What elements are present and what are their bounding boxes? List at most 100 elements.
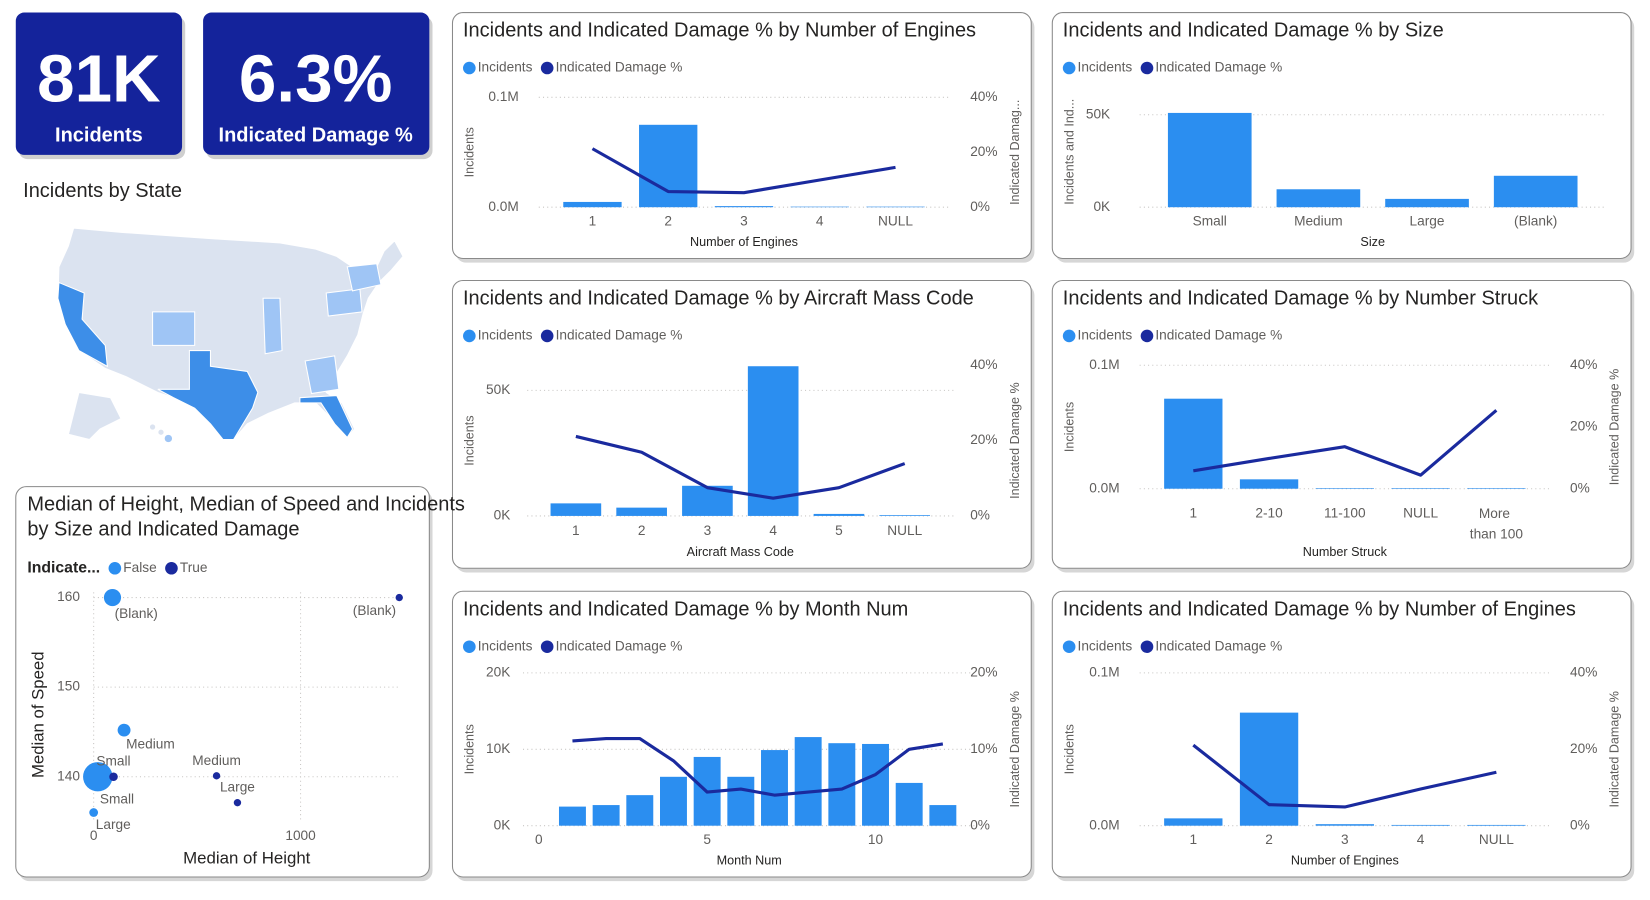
legend-label: Indicated Damage % — [556, 638, 683, 653]
legend-label: Incidents — [478, 638, 533, 653]
data-label: Large — [220, 780, 255, 795]
kpi-card — [15, 12, 183, 155]
map-region — [346, 263, 382, 292]
x-tick-label: NULL — [878, 213, 913, 228]
axis-title: Incidents — [463, 127, 477, 177]
bubble — [233, 799, 242, 807]
kpi-label: Indicated Damage % — [219, 124, 414, 146]
y2-tick-label: 20% — [970, 665, 997, 680]
bar — [660, 776, 687, 826]
data-label: Large — [96, 817, 131, 832]
bar — [1276, 189, 1361, 208]
legend-label: Indicated Damage % — [556, 60, 683, 75]
legend-label: Indicated Damage % — [1155, 60, 1282, 75]
x-tick-label: 3 — [704, 523, 712, 538]
y2-tick-label: 20% — [1570, 741, 1597, 756]
data-label: Medium — [192, 753, 241, 768]
x-tick-label: 1000 — [285, 828, 316, 843]
x-tick-label: Large — [1410, 213, 1445, 228]
bar — [563, 201, 622, 208]
chart-title: Incidents and Indicated Damage % by Airc… — [463, 288, 974, 310]
x-axis-title: Month Num — [717, 854, 782, 868]
bubble — [117, 723, 131, 737]
axis-title: Incidents — [463, 724, 477, 774]
us-map — [57, 227, 404, 444]
y2-tick-label: 40% — [1570, 357, 1597, 372]
bubble — [395, 593, 403, 602]
x-tick-label: 0 — [535, 832, 543, 847]
map-region — [148, 423, 157, 431]
bar — [550, 503, 602, 516]
bar — [1315, 488, 1375, 489]
bar — [1239, 479, 1299, 489]
x-tick-label: 11-100 — [1324, 505, 1366, 520]
bar — [1385, 198, 1469, 208]
map-region — [157, 428, 165, 436]
y-tick-label: 0K — [494, 508, 511, 523]
bar — [1467, 488, 1526, 489]
x-tick-label: 0 — [90, 828, 98, 843]
panel — [451, 279, 1032, 569]
legend-marker — [540, 640, 554, 654]
x-tick-label: 2 — [638, 523, 646, 538]
y-tick-label: 0K — [1093, 199, 1110, 214]
bar — [1164, 398, 1223, 489]
y2-tick-label: 40% — [1570, 665, 1597, 680]
axis-title: Indicated Damag... — [1008, 100, 1022, 205]
kpi-value: 81K — [37, 42, 161, 117]
bar — [1391, 824, 1450, 826]
chart-title: Incidents and Indicated Damage % by Mont… — [463, 598, 908, 620]
x-tick-label: 1 — [1190, 505, 1198, 520]
bar — [1467, 824, 1526, 826]
x-tick-label: 10 — [868, 832, 884, 847]
y2-tick-label: 20% — [970, 432, 997, 447]
y2-tick-label: 40% — [970, 357, 997, 372]
bar — [639, 124, 698, 208]
plot-area — [83, 589, 403, 817]
legend-marker — [1140, 61, 1154, 75]
y-tick-label: 0K — [494, 817, 511, 832]
legend-marker — [540, 61, 554, 75]
bubble — [212, 772, 221, 780]
bar — [862, 743, 889, 826]
x-tick-label: 3 — [1341, 832, 1349, 847]
bar — [626, 795, 654, 826]
data-label: Small — [96, 754, 130, 769]
bar — [929, 805, 957, 826]
y-tick-label: 140 — [57, 768, 80, 783]
axis-title: Indicated Damage % — [1008, 382, 1022, 498]
y-tick-label: 0.0M — [1089, 480, 1119, 495]
x-tick-label: (Blank) — [1514, 213, 1557, 228]
map-region — [163, 433, 174, 444]
legend-marker — [165, 561, 178, 575]
line — [572, 737, 944, 797]
legend-label: Indicated Damage % — [1155, 328, 1282, 343]
panel — [1051, 590, 1632, 878]
bar — [1167, 112, 1252, 208]
map-region — [157, 350, 259, 441]
y-axis-title: Median of Speed — [28, 651, 47, 778]
bar — [714, 206, 774, 208]
x-axis-title: Aircraft Mass Code — [687, 545, 794, 559]
x-axis-title: Number of Engines — [690, 235, 798, 249]
legend-marker — [1062, 61, 1076, 75]
chart-title: Median of Height, Median of Speed and In… — [27, 494, 470, 541]
x-tick-label: NULL — [887, 523, 922, 538]
line — [575, 434, 906, 500]
bar — [1164, 818, 1223, 826]
line — [1193, 409, 1498, 477]
y2-tick-label: 0% — [1570, 817, 1590, 832]
kpi-label: Incidents — [55, 124, 143, 146]
axis-title: Incidents and Ind... — [1062, 99, 1076, 205]
bar — [592, 805, 620, 826]
x-tick-label: 1 — [589, 213, 597, 228]
x-tick-label: More than 100 — [1470, 505, 1524, 541]
line — [1192, 743, 1497, 809]
y2-tick-label: 20% — [1570, 419, 1597, 434]
axis-title: Indicated Damage % — [1608, 691, 1622, 807]
map-region — [67, 391, 122, 441]
bar — [1239, 712, 1299, 826]
axis-title: Incidents — [463, 415, 477, 465]
x-tick-label: NULL — [1403, 505, 1438, 520]
